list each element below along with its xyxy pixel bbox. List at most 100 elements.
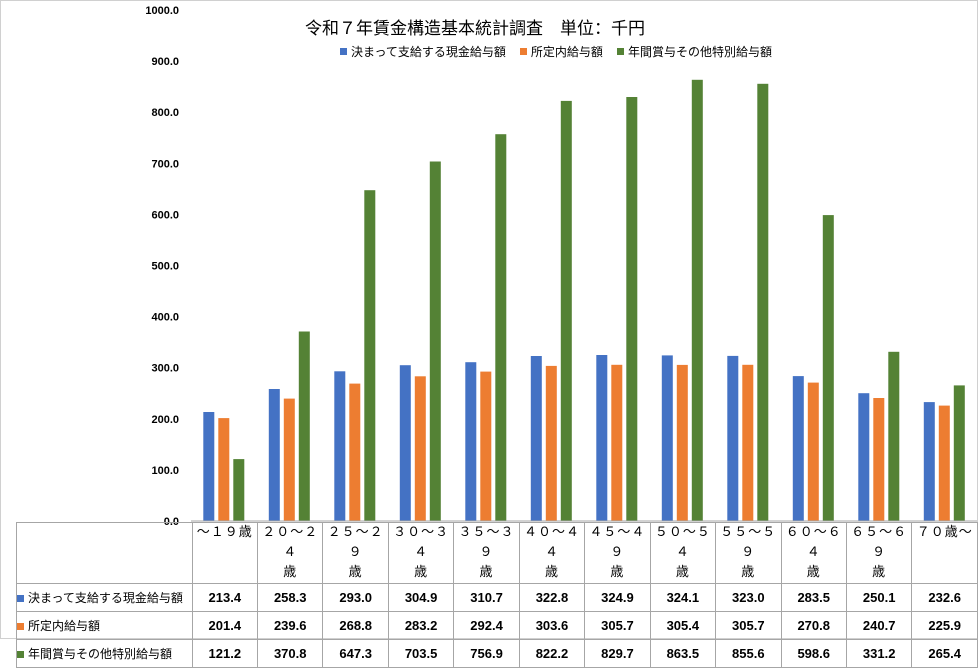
row-key-series-3 bbox=[17, 651, 24, 658]
legend-key-series-3 bbox=[616, 48, 624, 55]
data-label-series-3: 829.7 bbox=[584, 639, 651, 668]
data-label-series-3: 822.2 bbox=[518, 639, 586, 668]
data-label-series-3: 703.5 bbox=[387, 639, 455, 668]
data-label-series-2: 240.7 bbox=[845, 611, 913, 640]
row-label-series-3: 年間賞与その他特別給与額 bbox=[16, 639, 193, 668]
data-label-series-3: 598.6 bbox=[780, 639, 847, 668]
category-label-line: ６０～６４ bbox=[785, 525, 842, 560]
category-label-line: ３５～３９ bbox=[458, 525, 515, 560]
data-label-series-2: 239.6 bbox=[257, 611, 324, 640]
category-label-lines: ２０～２４ 歳 bbox=[258, 523, 322, 583]
category-label-lines: ３０～３４ 歳 bbox=[389, 523, 453, 583]
category-label: ５５～５９ 歳 bbox=[715, 522, 782, 584]
category-label-lines: ６５～６９ 歳 bbox=[847, 523, 911, 583]
category-label: ６０～６４ 歳 bbox=[780, 522, 847, 584]
data-label-series-2: 283.2 bbox=[387, 611, 455, 640]
category-label: ４５～４９ 歳 bbox=[584, 522, 651, 584]
category-label: ４０～４４ 歳 bbox=[518, 522, 586, 584]
category-label: ５０～５４ 歳 bbox=[649, 522, 717, 584]
table-row-series-1: 決まって支給する現金給与額 213.4 258.3 293.0 304.9 310.7 3… bbox=[16, 583, 978, 612]
data-label-series-1: 323.0 bbox=[715, 583, 782, 612]
data-label-series-3: 265.4 bbox=[911, 639, 978, 668]
data-label-series-2: 303.6 bbox=[518, 611, 586, 640]
data-label-series-2: 225.9 bbox=[911, 611, 978, 640]
data-label-series-1: 258.3 bbox=[257, 583, 324, 612]
category-label-line: ４０～４４ bbox=[523, 525, 580, 560]
category-label-line: 歳 bbox=[872, 565, 887, 580]
data-label-series-2: 268.8 bbox=[322, 611, 389, 640]
data-label-series-3: 863.5 bbox=[649, 639, 717, 668]
legend-item-series-2: 所定内給与額 bbox=[519, 43, 603, 60]
category-label-lines: ５０～５４ 歳 bbox=[651, 523, 715, 583]
data-label-series-3: 756.9 bbox=[453, 639, 520, 668]
category-label: ２５～２９ 歳 bbox=[322, 522, 389, 584]
category-label-lines: ４５～４９ 歳 bbox=[585, 523, 649, 583]
category-label-line: 歳 bbox=[544, 565, 559, 580]
legend-label-series-2: 所定内給与額 bbox=[530, 45, 603, 59]
category-label-line: ７０歳～ bbox=[916, 525, 973, 540]
row-label-text-series-2: 所定内給与額 bbox=[28, 619, 101, 633]
category-label: ６５～６９ 歳 bbox=[845, 522, 913, 584]
table-row-series-3: 年間賞与その他特別給与額 121.2 370.8 647.3 703.5 756.9 82… bbox=[16, 639, 978, 668]
category-label: ３５～３９ 歳 bbox=[453, 522, 520, 584]
table-row-series-2: 所定内給与額 201.4 239.6 268.8 283.2 292.4 303.6 305… bbox=[16, 611, 978, 640]
category-label: ３０～３４ 歳 bbox=[387, 522, 455, 584]
data-label-series-1: 232.6 bbox=[911, 583, 978, 612]
row-key-series-1 bbox=[17, 595, 24, 602]
row-label-text-series-1: 決まって支給する現金給与額 bbox=[28, 591, 183, 605]
category-row: ～１９歳 ２０～２４ 歳 ２５～２９ 歳 ３０～３４ 歳 ３５～３９ 歳 ４０～４４ 歳 ４５～４９ 歳… bbox=[16, 522, 978, 584]
data-label-series-1: 293.0 bbox=[322, 583, 389, 612]
category-label-lines: ６０～６４ 歳 bbox=[782, 523, 846, 583]
row-label-series-2: 所定内給与額 bbox=[16, 611, 193, 640]
row-key-series-2 bbox=[17, 623, 24, 630]
legend-item-series-1: 決まって支給する現金給与額 bbox=[340, 43, 506, 60]
data-label-series-1: 310.7 bbox=[453, 583, 520, 612]
category-label-lines: ２５～２９ 歳 bbox=[323, 523, 387, 583]
category-label-line: 歳 bbox=[741, 565, 756, 580]
legend-label-series-3: 年間賞与その他特別給与額 bbox=[627, 45, 772, 59]
data-label-series-1: 324.1 bbox=[649, 583, 717, 612]
category-label-lines: ～１９歳 bbox=[193, 523, 257, 543]
category-label-line: ３０～３４ bbox=[393, 525, 450, 560]
category-label: ７０歳～ bbox=[911, 522, 978, 584]
data-label-series-1: 322.8 bbox=[518, 583, 586, 612]
data-table: ～１９歳 ２０～２４ 歳 ２５～２９ 歳 ３０～３４ 歳 ３５～３９ 歳 ４０～４４ 歳 ４５～４９ 歳… bbox=[16, 522, 978, 668]
category-label-line: ２５～２９ bbox=[327, 525, 384, 560]
data-label-series-1: 283.5 bbox=[780, 583, 847, 612]
category-label-line: 歳 bbox=[283, 565, 298, 580]
legend: 決まって支給する現金給与額 所定内給与額 年間賞与その他特別給与額 bbox=[340, 43, 772, 60]
legend-key-series-2 bbox=[519, 48, 527, 55]
row-label-text-series-3: 年間賞与その他特別給与額 bbox=[28, 647, 173, 661]
category-label: ～１９歳 bbox=[191, 522, 259, 584]
data-label-series-3: 647.3 bbox=[322, 639, 389, 668]
data-label-series-1: 324.9 bbox=[584, 583, 651, 612]
data-label-series-3: 855.6 bbox=[715, 639, 782, 668]
category-label-line: ６５～６９ bbox=[851, 525, 908, 560]
chart-title: 令和７年賃金構造基本統計調査 単位：千円 bbox=[305, 19, 645, 39]
category-label-line: ～１９歳 bbox=[196, 525, 253, 540]
category-label-line: 歳 bbox=[479, 565, 494, 580]
category-label-line: ５５～５９ bbox=[720, 525, 777, 560]
category-label: ２０～２４ 歳 bbox=[257, 522, 324, 584]
data-label-series-2: 305.7 bbox=[715, 611, 782, 640]
data-label-series-1: 213.4 bbox=[191, 583, 259, 612]
data-label-series-3: 121.2 bbox=[191, 639, 259, 668]
data-label-series-2: 270.8 bbox=[780, 611, 847, 640]
legend-item-series-3: 年間賞与その他特別給与額 bbox=[616, 43, 772, 60]
category-label-line: 歳 bbox=[806, 565, 821, 580]
row-label-series-1: 決まって支給する現金給与額 bbox=[16, 583, 193, 612]
data-label-series-2: 201.4 bbox=[191, 611, 259, 640]
category-label-line: 歳 bbox=[610, 565, 625, 580]
category-label-lines: ３５～３９ 歳 bbox=[454, 523, 518, 583]
category-label-line: 歳 bbox=[348, 565, 363, 580]
data-label-series-2: 305.4 bbox=[649, 611, 717, 640]
category-label-line: 歳 bbox=[414, 565, 429, 580]
category-label-line: ４５～４９ bbox=[589, 525, 646, 560]
data-label-series-1: 250.1 bbox=[845, 583, 913, 612]
table-corner bbox=[16, 522, 193, 584]
legend-label-series-1: 決まって支給する現金給与額 bbox=[351, 45, 506, 59]
data-label-series-1: 304.9 bbox=[387, 583, 455, 612]
category-label-lines: ５５～５９ 歳 bbox=[716, 523, 780, 583]
category-label-line: ２０～２４ bbox=[262, 525, 319, 560]
legend-key-series-1 bbox=[340, 48, 347, 55]
